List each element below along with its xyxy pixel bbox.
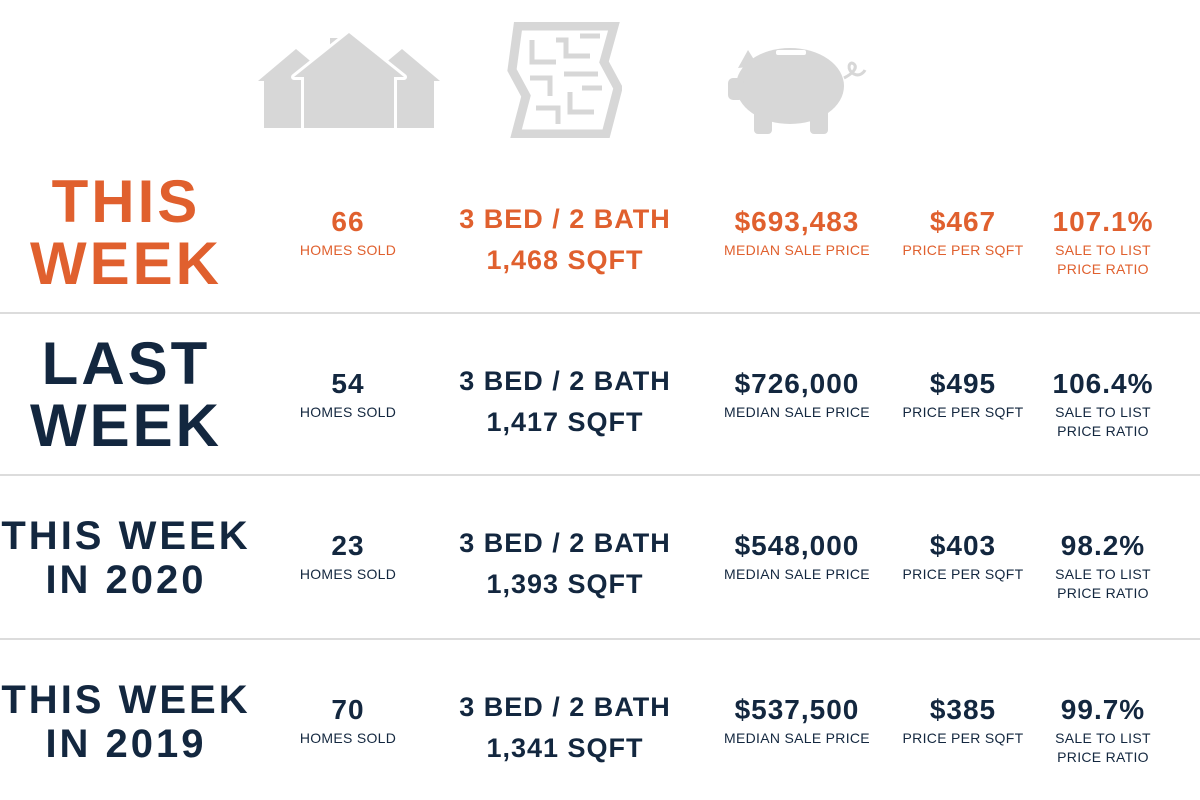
sqft-value: 1,393 SQFT	[486, 569, 644, 599]
beds-baths-cell: 3 BED / 2 BATH 1,417 SQFT	[450, 368, 680, 436]
median-price-value: $537,500	[734, 694, 860, 725]
price-sqft-value: $385	[929, 694, 997, 725]
beds-baths-value: 3 BED / 2 BATH	[459, 204, 671, 234]
median-price-value: $726,000	[734, 368, 860, 399]
homes-sold-label: HOMES SOLD	[299, 404, 397, 420]
homes-sold-label: HOMES SOLD	[299, 730, 397, 746]
sqft-value: 1,468 SQFT	[486, 245, 644, 275]
stats-row: THIS WEEK IN 2020 23 HOMES SOLD 3 BED / …	[0, 484, 1200, 634]
homes-sold-value: 54	[331, 368, 365, 399]
beds-baths-value: 3 BED / 2 BATH	[459, 366, 671, 396]
median-price-value: $693,483	[734, 206, 860, 237]
beds-baths-cell: 3 BED / 2 BATH 1,341 SQFT	[450, 694, 680, 762]
price-sqft-value: $467	[929, 206, 997, 237]
sale-to-list-label-line2: PRICE RATIO	[1057, 261, 1149, 277]
beds-baths-value: 3 BED / 2 BATH	[459, 692, 671, 722]
median-price-label: MEDIAN SALE PRICE	[724, 242, 870, 258]
sale-to-list-cell: 98.2% SALE TO LIST PRICE RATIO	[1040, 532, 1166, 603]
row-divider	[0, 474, 1200, 476]
stats-row: LAST WEEK 54 HOMES SOLD 3 BED / 2 BATH 1…	[0, 322, 1200, 472]
sale-to-list-value: 106.4%	[1052, 368, 1154, 399]
houses-icon	[258, 33, 440, 128]
homes-sold-label: HOMES SOLD	[299, 242, 397, 258]
homes-sold-value: 23	[331, 530, 365, 561]
price-sqft-value: $403	[929, 530, 997, 561]
period-label-line2: WEEK	[30, 230, 222, 297]
homes-sold-cell: 23 HOMES SOLD	[288, 532, 408, 584]
median-price-label: MEDIAN SALE PRICE	[724, 404, 870, 420]
period-label-line1: THIS WEEK	[1, 514, 251, 558]
period-label-line2: WEEK	[30, 392, 222, 459]
median-price-label: MEDIAN SALE PRICE	[724, 730, 870, 746]
price-sqft-cell: $467 PRICE PER SQFT	[898, 208, 1028, 260]
stats-row: THIS WEEK IN 2019 70 HOMES SOLD 3 BED / …	[0, 648, 1200, 798]
median-price-label: MEDIAN SALE PRICE	[724, 566, 870, 582]
sale-to-list-value: 99.7%	[1060, 694, 1146, 725]
sale-to-list-label-line2: PRICE RATIO	[1057, 749, 1149, 765]
period-label-line1: LAST	[41, 330, 211, 397]
period-label-line2: IN 2020	[45, 558, 207, 602]
homes-sold-value: 70	[331, 694, 365, 725]
homes-sold-label: HOMES SOLD	[299, 566, 397, 582]
price-sqft-label: PRICE PER SQFT	[902, 404, 1024, 420]
homes-sold-cell: 70 HOMES SOLD	[288, 696, 408, 748]
homes-sold-value: 66	[331, 206, 365, 237]
sale-to-list-value: 107.1%	[1052, 206, 1154, 237]
price-sqft-label: PRICE PER SQFT	[902, 730, 1024, 746]
sale-to-list-label-line1: SALE TO LIST	[1055, 566, 1151, 582]
sale-to-list-label-line1: SALE TO LIST	[1055, 242, 1151, 258]
piggy-bank-icon	[728, 48, 867, 134]
sale-to-list-label-line2: PRICE RATIO	[1057, 585, 1149, 601]
stats-row: THIS WEEK 66 HOMES SOLD 3 BED / 2 BATH 1…	[0, 160, 1200, 310]
sale-to-list-cell: 99.7% SALE TO LIST PRICE RATIO	[1040, 696, 1166, 767]
floor-plan-icon	[507, 22, 622, 138]
sale-to-list-cell: 106.4% SALE TO LIST PRICE RATIO	[1040, 370, 1166, 441]
homes-sold-cell: 54 HOMES SOLD	[288, 370, 408, 422]
beds-baths-cell: 3 BED / 2 BATH 1,468 SQFT	[450, 206, 680, 274]
price-sqft-cell: $385 PRICE PER SQFT	[898, 696, 1028, 748]
price-sqft-value: $495	[929, 368, 997, 399]
median-price-cell: $537,500 MEDIAN SALE PRICE	[716, 696, 878, 748]
period-label-line1: THIS	[51, 168, 201, 235]
row-divider	[0, 312, 1200, 314]
price-sqft-cell: $495 PRICE PER SQFT	[898, 370, 1028, 422]
median-price-cell: $548,000 MEDIAN SALE PRICE	[716, 532, 878, 584]
sqft-value: 1,341 SQFT	[486, 733, 644, 763]
period-label-line1: THIS WEEK	[1, 678, 251, 722]
sale-to-list-label-line1: SALE TO LIST	[1055, 404, 1151, 420]
sqft-value: 1,417 SQFT	[486, 407, 644, 437]
sale-to-list-value: 98.2%	[1060, 530, 1146, 561]
sale-to-list-label-line1: SALE TO LIST	[1055, 730, 1151, 746]
price-sqft-label: PRICE PER SQFT	[902, 566, 1024, 582]
sale-to-list-label-line2: PRICE RATIO	[1057, 423, 1149, 439]
price-sqft-cell: $403 PRICE PER SQFT	[898, 532, 1028, 584]
beds-baths-value: 3 BED / 2 BATH	[459, 528, 671, 558]
median-price-cell: $726,000 MEDIAN SALE PRICE	[716, 370, 878, 422]
price-sqft-label: PRICE PER SQFT	[902, 242, 1024, 258]
homes-sold-cell: 66 HOMES SOLD	[288, 208, 408, 260]
period-label-line2: IN 2019	[45, 722, 207, 766]
beds-baths-cell: 3 BED / 2 BATH 1,393 SQFT	[450, 530, 680, 598]
median-price-value: $548,000	[734, 530, 860, 561]
median-price-cell: $693,483 MEDIAN SALE PRICE	[716, 208, 878, 260]
sale-to-list-cell: 107.1% SALE TO LIST PRICE RATIO	[1040, 208, 1166, 279]
row-divider	[0, 638, 1200, 640]
